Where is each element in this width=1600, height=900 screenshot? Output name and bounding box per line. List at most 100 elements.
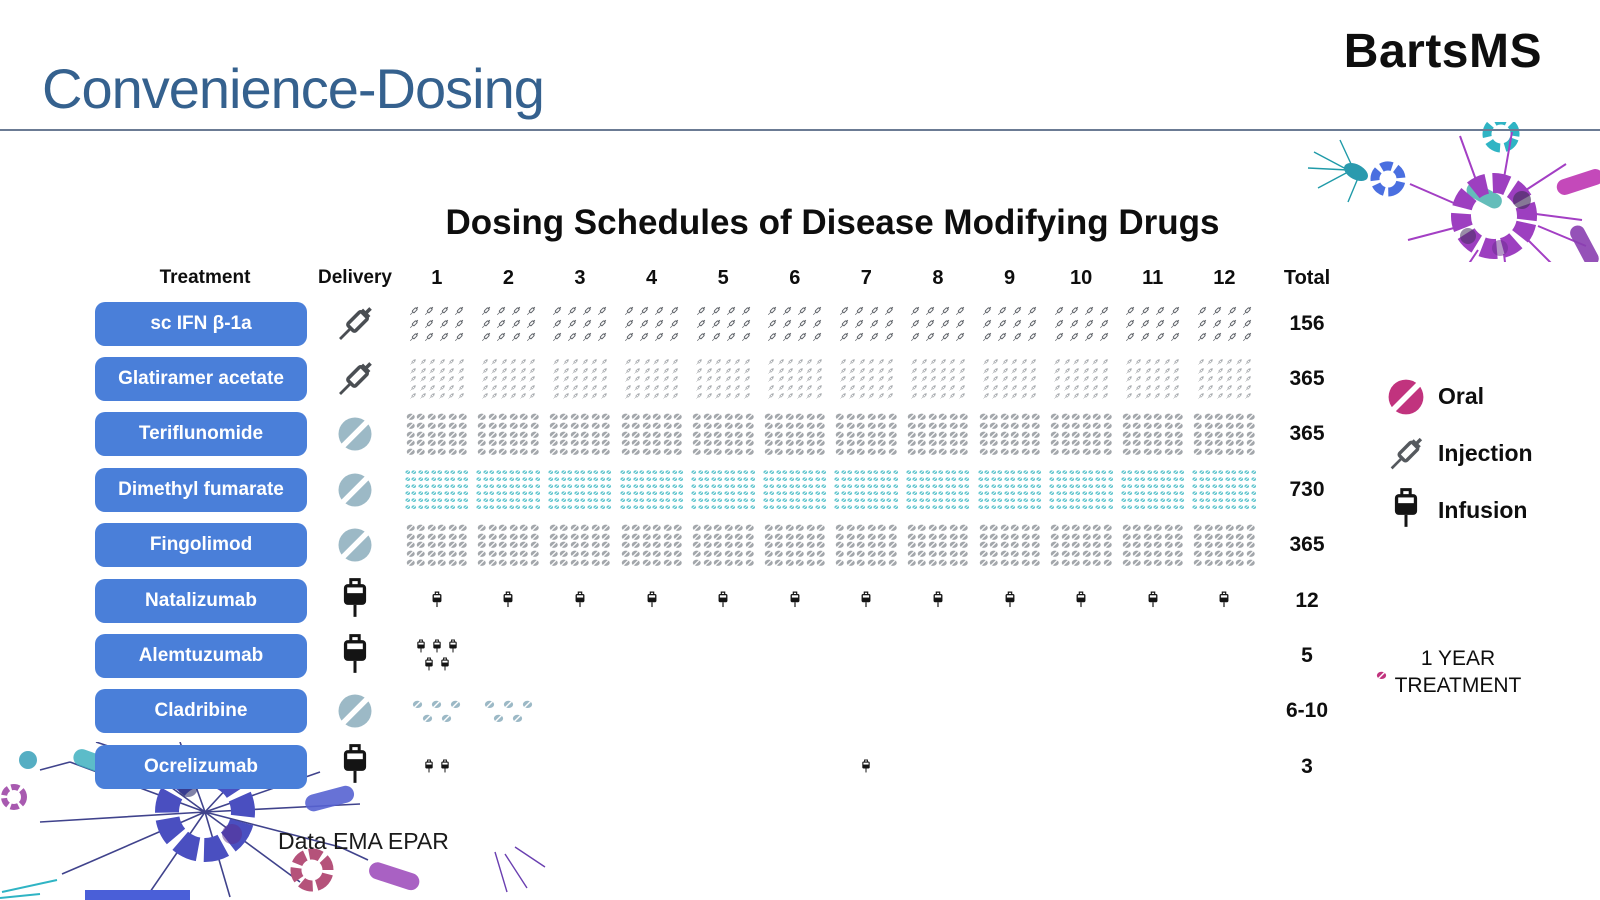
pill-icon <box>878 413 887 421</box>
pill-icon <box>591 440 600 447</box>
pill-icon <box>878 440 887 447</box>
syringe-icon <box>992 376 999 382</box>
syringe-icon <box>1054 376 1061 382</box>
syringe-icon <box>1054 306 1063 315</box>
pill-icon <box>1215 550 1224 558</box>
pill-icon <box>958 470 964 475</box>
syringe-icon <box>1197 359 1204 365</box>
month-cell <box>473 413 545 456</box>
syringe-icon <box>868 384 874 391</box>
syringe-icon <box>1054 332 1063 341</box>
pill-icon <box>878 533 887 540</box>
pill-icon <box>1010 448 1019 456</box>
syringe-icon <box>854 332 864 341</box>
pill-icon <box>857 422 866 429</box>
syringe-icon <box>634 367 641 374</box>
pill-icon <box>427 413 436 421</box>
syringe-icon <box>911 332 920 341</box>
pill-icon <box>580 484 586 489</box>
pill-icon <box>1021 431 1030 438</box>
syringe-icon <box>1083 367 1089 374</box>
pill-icon <box>698 498 703 503</box>
pill-icon <box>338 473 372 507</box>
pill-icon <box>406 413 415 421</box>
syringe-icon <box>869 332 879 341</box>
syringe-icon <box>1226 393 1232 399</box>
month-cell <box>974 305 1046 343</box>
syringe-icon <box>815 367 822 374</box>
pill-icon <box>1000 413 1009 421</box>
pill-icon <box>949 440 958 447</box>
pill-icon <box>918 413 927 421</box>
pill-icon <box>1153 524 1162 531</box>
pill-icon <box>593 491 599 496</box>
dose-line <box>416 639 458 655</box>
syringe-icon <box>839 376 846 382</box>
syringe-icon <box>983 367 989 374</box>
pill-icon <box>841 477 846 482</box>
pill-icon <box>1050 524 1059 531</box>
pill-icon <box>878 448 887 456</box>
pill-icon <box>912 470 918 475</box>
pill-icon <box>925 498 931 503</box>
syringe-icon <box>725 367 731 374</box>
syringe-icon <box>455 319 464 328</box>
pill-icon <box>1204 431 1213 438</box>
pill-icon <box>1225 533 1234 540</box>
pill-icon <box>717 470 723 475</box>
syringe-icon <box>1226 376 1232 382</box>
pill-icon <box>587 498 593 503</box>
pill-icon <box>867 524 876 531</box>
pill-icon <box>750 498 755 503</box>
pill-icon <box>1050 559 1059 566</box>
pill-icon <box>763 505 768 510</box>
pill-icon <box>886 505 892 510</box>
dose-grid <box>1053 305 1110 343</box>
pill-icon <box>1031 413 1040 421</box>
pill-icon <box>1071 524 1080 531</box>
pill-icon <box>621 559 630 566</box>
syringe-icon <box>1245 384 1251 391</box>
syringe-icon <box>553 384 560 391</box>
month-cell <box>759 524 831 567</box>
pill-icon <box>945 470 951 475</box>
pill-icon <box>854 505 859 510</box>
pill-icon <box>602 542 611 549</box>
pill-icon <box>1132 559 1141 566</box>
pill-icon <box>570 413 579 421</box>
total-value: 365 <box>1289 533 1325 557</box>
pill-icon <box>1127 505 1133 510</box>
pill-icon <box>932 470 938 475</box>
pill-icon <box>418 505 423 510</box>
pill-icon <box>1236 440 1245 447</box>
syringe-icon <box>481 384 488 391</box>
syringe-icon <box>500 367 507 374</box>
pill-icon <box>1010 470 1016 475</box>
pill-icon <box>836 559 845 566</box>
pill-icon <box>678 477 684 482</box>
pill-icon <box>1075 491 1081 496</box>
pill-icon <box>730 505 736 510</box>
pill-icon <box>494 714 504 722</box>
pill-icon <box>431 498 436 503</box>
pill-icon <box>652 498 658 503</box>
pill-icon <box>745 559 754 566</box>
pill-icon <box>1062 498 1068 503</box>
month-cell <box>974 413 1046 456</box>
dose-grid <box>1125 358 1181 400</box>
pill-icon <box>713 542 722 549</box>
pill-icon <box>520 413 529 421</box>
month-cell <box>1189 524 1261 567</box>
delivery-icon-cell <box>315 355 395 403</box>
pill-icon <box>821 505 827 510</box>
pill-icon <box>1238 470 1243 475</box>
month-header: 2 <box>502 266 514 289</box>
pill-icon <box>867 413 876 421</box>
dose-grid <box>574 591 586 610</box>
pill-icon <box>1236 542 1245 549</box>
pill-icon <box>919 505 925 510</box>
pill-icon <box>817 431 826 438</box>
pill-icon <box>1166 491 1172 496</box>
syringe-icon <box>455 332 464 341</box>
pill-icon <box>463 477 469 482</box>
